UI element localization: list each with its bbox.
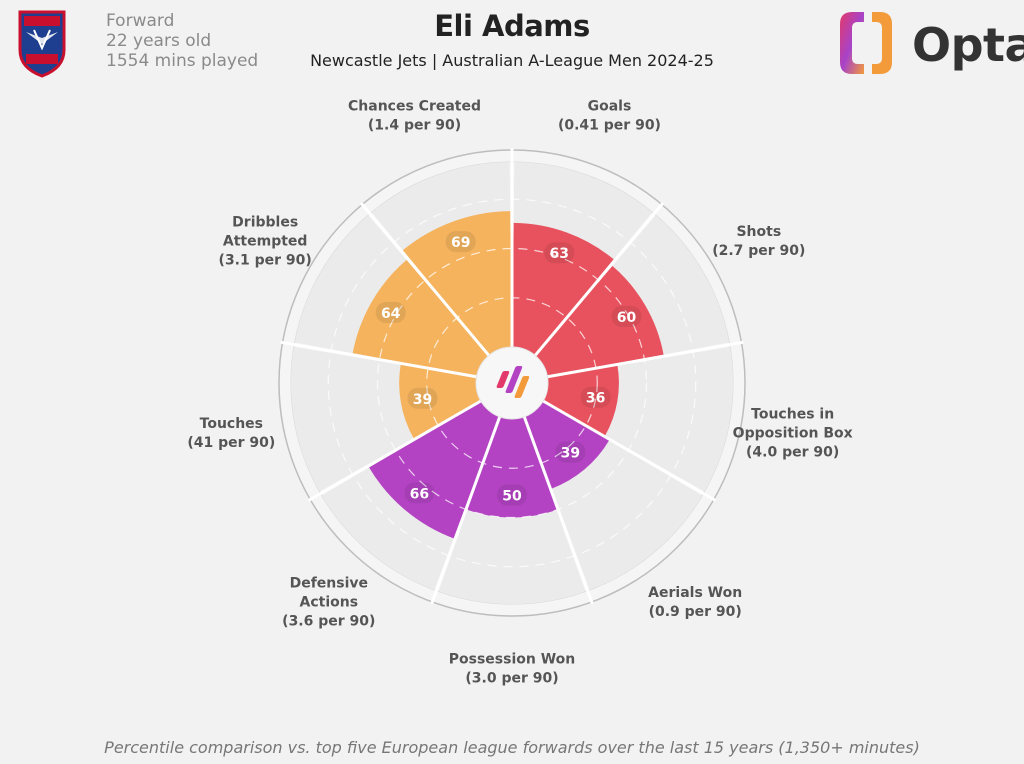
radar-bar-0 — [512, 222, 614, 356]
radar-bar-2 — [543, 365, 619, 436]
chart-footnote: Percentile comparison vs. top five Europ… — [104, 738, 920, 757]
value-badge — [580, 386, 611, 408]
value-label-3: 39 — [561, 446, 580, 462]
value-label-1: 60 — [617, 310, 637, 326]
spoke — [522, 416, 594, 605]
spoke — [359, 202, 491, 357]
value-label-2: 36 — [586, 391, 605, 407]
opta-logo-icon — [840, 12, 892, 74]
category-label-7: Dribbles Attempted (3.1 per 90) — [219, 215, 312, 269]
category-label-8: Chances Created (1.4 per 90) — [348, 99, 481, 134]
value-badge — [544, 242, 575, 264]
spoke — [547, 340, 744, 379]
value-label-0: 63 — [549, 246, 568, 262]
spoke — [430, 416, 502, 605]
value-badge — [555, 441, 586, 463]
value-label-8: 69 — [451, 235, 470, 251]
value-label-5: 66 — [410, 486, 429, 502]
radar-bar-8 — [402, 211, 512, 356]
value-badge — [497, 484, 527, 506]
value-label-7: 64 — [381, 306, 401, 322]
category-label-6: Touches (41 per 90) — [187, 416, 275, 451]
radar-bar-7 — [352, 259, 489, 377]
value-badge — [445, 231, 476, 253]
opta-mark-icon — [496, 366, 530, 398]
category-label-5: Defensive Actions (3.6 per 90) — [282, 575, 375, 629]
chart-subtitle: Newcastle Jets | Australian A-League Men… — [310, 51, 714, 70]
category-label-4: Possession Won (3.0 per 90) — [449, 652, 576, 687]
spoke — [280, 340, 477, 379]
radar-bar-1 — [535, 265, 664, 377]
radar-bar-3 — [524, 401, 610, 489]
value-badge — [404, 482, 435, 504]
player-minutes: 1554 mins played — [106, 51, 259, 71]
value-label-6: 39 — [413, 392, 432, 408]
value-badge — [375, 301, 406, 323]
radar-bar-4 — [467, 416, 557, 518]
chart-header: Eli Adams Newcastle Jets | Australian A-… — [0, 8, 1024, 72]
gridline-50 — [376, 247, 648, 519]
player-name-title: Eli Adams — [434, 9, 590, 43]
brand-name: Opta — [912, 18, 1024, 72]
category-label-2: Touches in Opposition Box (4.0 per 90) — [733, 406, 853, 460]
category-label-3: Aerials Won (0.9 per 90) — [648, 585, 742, 620]
spoke — [542, 399, 717, 502]
spoke — [533, 202, 665, 357]
category-label-0: Goals (0.41 per 90) — [558, 99, 661, 134]
club-crest — [18, 10, 66, 78]
radar-bar-5 — [369, 401, 500, 539]
value-badge — [407, 387, 438, 409]
player-position: Forward — [106, 11, 175, 31]
category-label-1: Shots (2.7 per 90) — [712, 224, 805, 259]
radar-bar-6 — [399, 364, 481, 439]
value-label-4: 50 — [502, 489, 522, 505]
player-info: Forward 22 years old 1554 mins played — [106, 11, 258, 71]
player-age: 22 years old — [106, 31, 212, 51]
spoke — [307, 399, 482, 502]
value-badge — [611, 305, 642, 327]
